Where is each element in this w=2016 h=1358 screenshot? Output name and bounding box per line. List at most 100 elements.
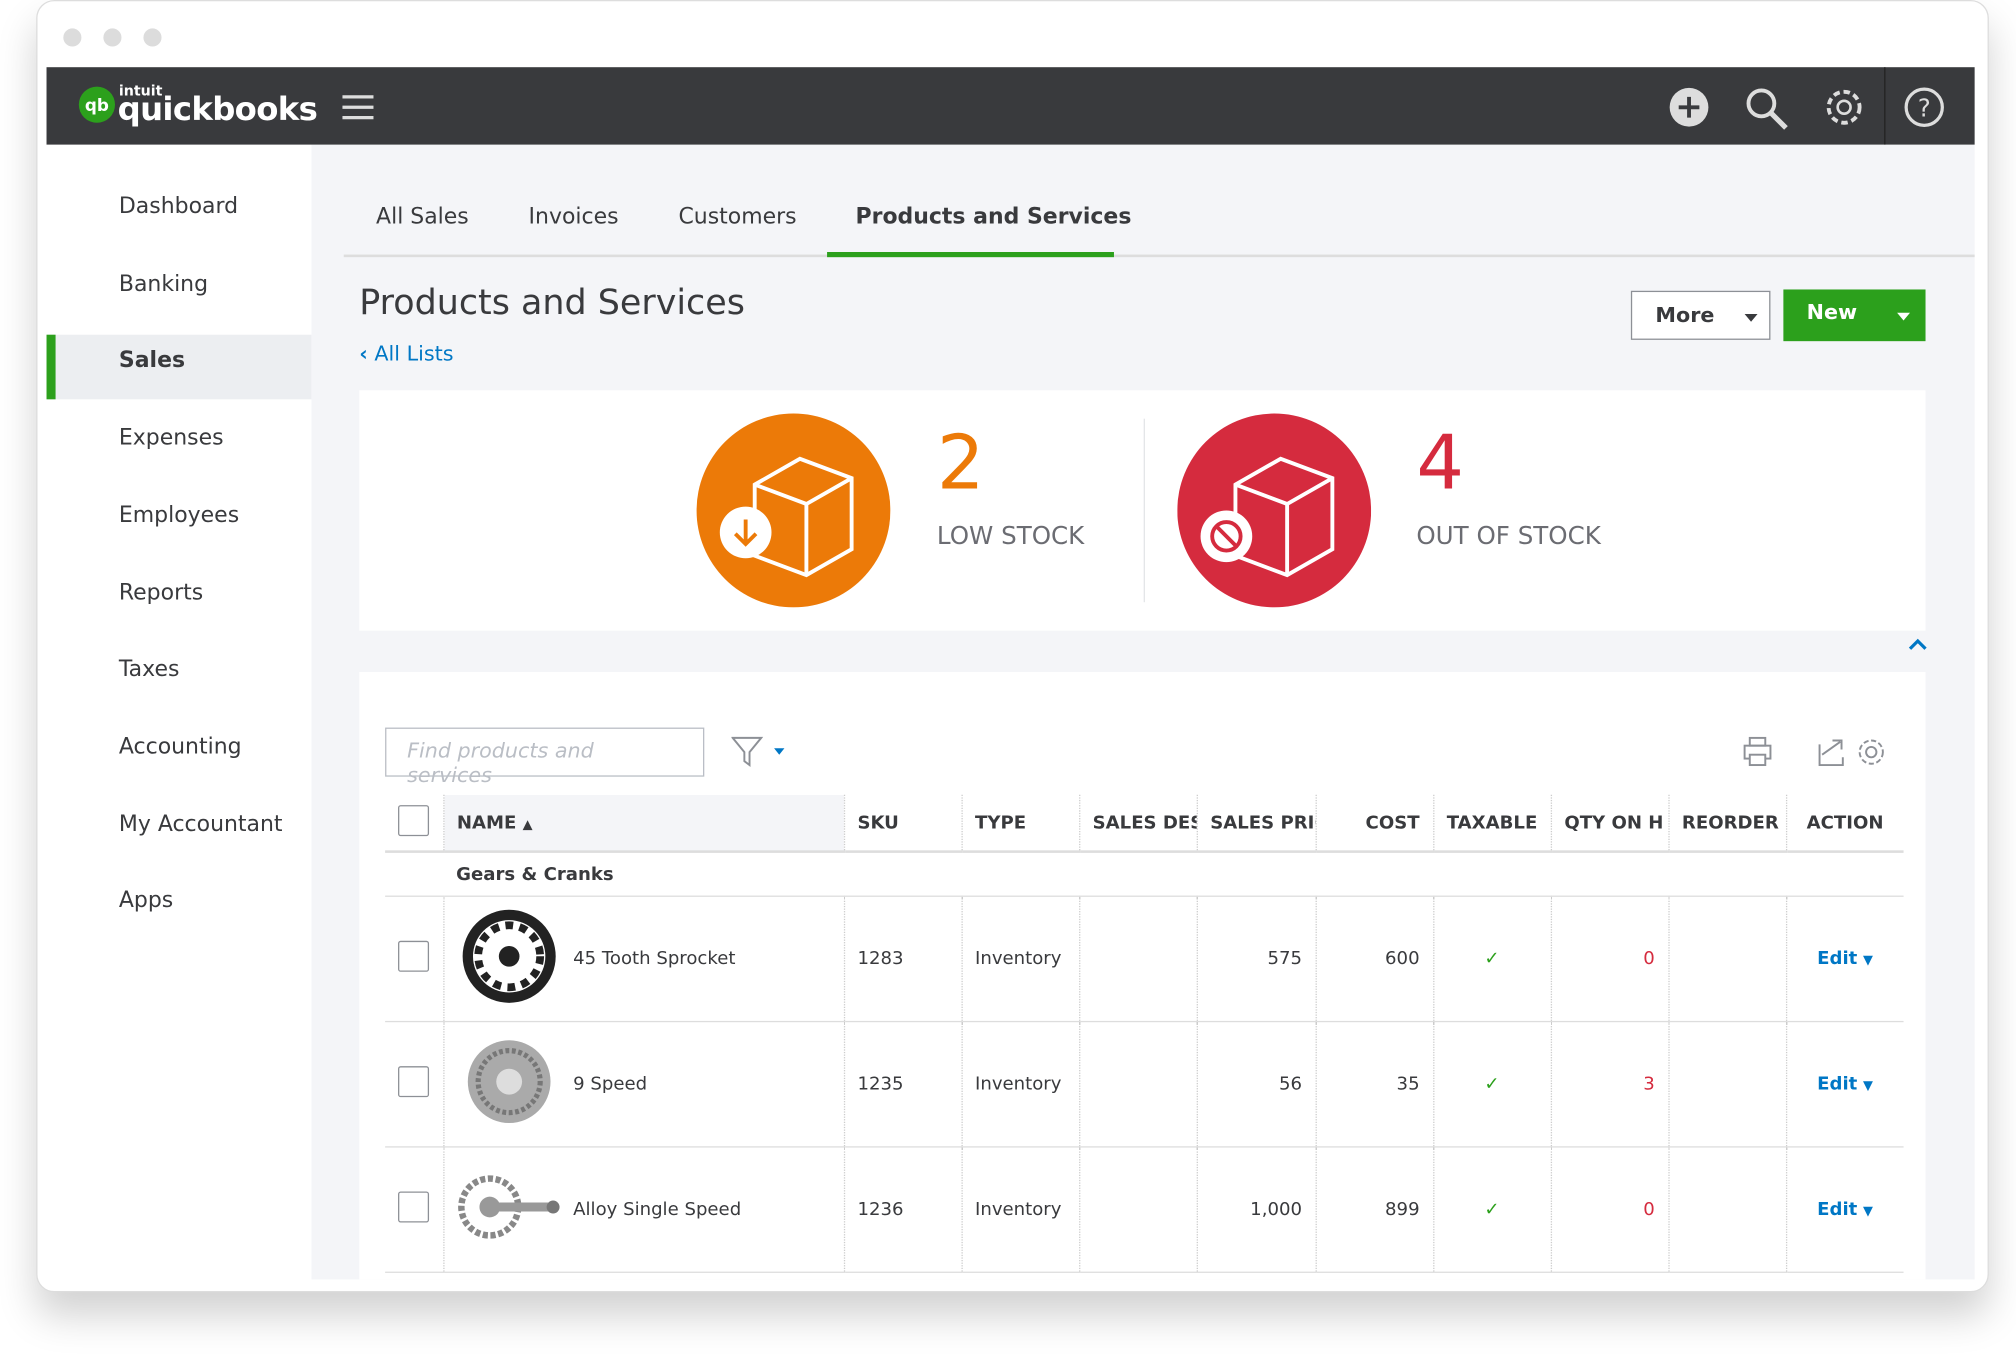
cost: 35: [1396, 1073, 1420, 1095]
nav-item[interactable]: Accounting: [118, 733, 242, 760]
cell: Inventory: [960, 896, 1080, 1023]
edit-link[interactable]: Edit: [1817, 1073, 1858, 1095]
out-of-stock-icon[interactable]: [1177, 413, 1372, 608]
taxable: ✓: [1484, 1199, 1500, 1220]
cell: Edit ▼: [1785, 896, 1904, 1023]
qty-on-hand: 3: [1643, 1073, 1655, 1095]
cell: 9 Speed: [442, 1021, 844, 1148]
checkbox[interactable]: [398, 1191, 430, 1223]
header-cell[interactable]: REORDER: [1667, 794, 1786, 853]
header-cell[interactable]: SKU: [843, 794, 962, 853]
cell: 1283: [843, 896, 962, 1023]
nav-item[interactable]: Reports: [118, 579, 204, 606]
cell: ✓: [1432, 896, 1551, 1023]
cell: Inventory: [960, 1146, 1080, 1273]
cell: 0: [1550, 1146, 1669, 1273]
cell: 1,000: [1196, 1146, 1316, 1273]
cell: [1667, 1146, 1786, 1273]
cell: 1235: [843, 1021, 962, 1148]
cost: 899: [1385, 1199, 1420, 1220]
header-label[interactable]: NAME: [456, 812, 517, 833]
tab[interactable]: Invoices: [528, 204, 619, 231]
top-bar: qb intuit quickbooks ?: [46, 67, 1975, 145]
cell: [1078, 1021, 1197, 1148]
new-button[interactable]: New: [1783, 289, 1926, 342]
nav-item[interactable]: Employees: [118, 502, 240, 529]
product-image: [457, 1155, 573, 1264]
checkbox[interactable]: [398, 1066, 430, 1098]
window-dot: [143, 28, 162, 47]
toolbar-icons[interactable]: [1742, 734, 1897, 770]
collapse-icon[interactable]: [1907, 638, 1928, 651]
cell: [1667, 1021, 1786, 1148]
nav-item[interactable]: Sales: [118, 348, 186, 374]
caret: [1744, 314, 1758, 322]
checkbox[interactable]: [398, 804, 430, 836]
new-label[interactable]: New: [1806, 299, 1858, 325]
nav-item[interactable]: Dashboard: [118, 193, 239, 220]
qty-on-hand: 0: [1643, 948, 1655, 970]
cell: Edit ▼: [1785, 1146, 1904, 1273]
cell: 600: [1314, 896, 1434, 1023]
edit-link[interactable]: Edit: [1817, 1199, 1858, 1220]
header-cell[interactable]: COST: [1314, 794, 1434, 853]
nav-item[interactable]: Expenses: [118, 425, 224, 452]
tab[interactable]: Products and Services: [855, 204, 1132, 231]
checkbox[interactable]: [398, 940, 430, 972]
group-label: Gears & Cranks: [443, 851, 1904, 897]
vendor: intuit: [118, 82, 163, 100]
cell: 56: [1196, 1021, 1316, 1148]
cell: Edit ▼: [1785, 1021, 1904, 1148]
header-cell[interactable]: ACTION: [1785, 794, 1904, 853]
stock-card: 2 LOW STOCK 4 OUT OF STOCK: [359, 390, 1926, 631]
search-icon[interactable]: [1743, 85, 1790, 132]
menu-icon[interactable]: [341, 93, 375, 121]
qty-on-hand: 0: [1643, 1199, 1655, 1220]
help-icon[interactable]: ?: [1902, 85, 1946, 129]
tab[interactable]: Customers: [678, 204, 797, 231]
filter-icon[interactable]: [731, 735, 790, 769]
sales-price: 1,000: [1250, 1199, 1302, 1220]
nav-item[interactable]: Taxes: [118, 656, 180, 683]
low-stock-icon[interactable]: [696, 413, 891, 608]
settings-icon[interactable]: [1822, 85, 1866, 129]
back-link-text[interactable]: All Lists: [374, 341, 454, 366]
logo-icon: qb: [78, 86, 116, 123]
header-cell[interactable]: NAME ▲: [442, 794, 844, 853]
nav-item[interactable]: Apps: [118, 888, 174, 915]
more-button[interactable]: More: [1630, 290, 1771, 340]
page-title: Products and Services: [359, 283, 745, 324]
type: Inventory: [975, 1199, 1062, 1220]
header-cell[interactable]: QTY ON H: [1550, 794, 1669, 853]
back-link[interactable]: ‹ All Lists: [359, 341, 454, 366]
tab-underline: [827, 251, 1114, 258]
divider: [1143, 418, 1145, 603]
cell: ✓: [1432, 1021, 1551, 1148]
header-cell[interactable]: SALES DES: [1078, 794, 1197, 853]
table-body: Gears & Cranks 45 Tooth Sprocket 1283 Inve…: [385, 851, 1904, 1273]
header-cell[interactable]: TYPE: [960, 794, 1080, 853]
cell: Alloy Single Speed: [442, 1146, 844, 1273]
window-dot: [103, 28, 122, 47]
cell: 3: [1550, 1021, 1669, 1148]
more-label[interactable]: More: [1655, 302, 1715, 327]
add-icon[interactable]: [1667, 85, 1711, 129]
tab[interactable]: All Sales: [376, 204, 469, 231]
svg-text:qb: qb: [85, 95, 109, 115]
table-row[interactable]: Alloy Single Speed 1236 Inventory 1,000 899 ✓…: [385, 1146, 1904, 1273]
product[interactable]: quickbooks: [117, 90, 318, 128]
cell: 35: [1314, 1021, 1434, 1148]
table-row[interactable]: 45 Tooth Sprocket 1283 Inventory 575 600 ✓ 0 Ed…: [385, 896, 1904, 1023]
search-input[interactable]: Find products and services: [385, 727, 705, 787]
table-row[interactable]: 9 Speed 1235 Inventory 56 35 ✓ 3 Edit ▼: [385, 1021, 1904, 1148]
cell: [385, 1021, 444, 1148]
nav-item[interactable]: My Accountant: [118, 811, 283, 837]
edit-link[interactable]: Edit: [1817, 948, 1858, 970]
cell: 45 Tooth Sprocket: [442, 896, 844, 1023]
out-of-stock-count: 4: [1416, 418, 1465, 507]
header-cell[interactable]: TAXABLE: [1432, 794, 1551, 853]
nav-item[interactable]: Banking: [118, 270, 209, 297]
